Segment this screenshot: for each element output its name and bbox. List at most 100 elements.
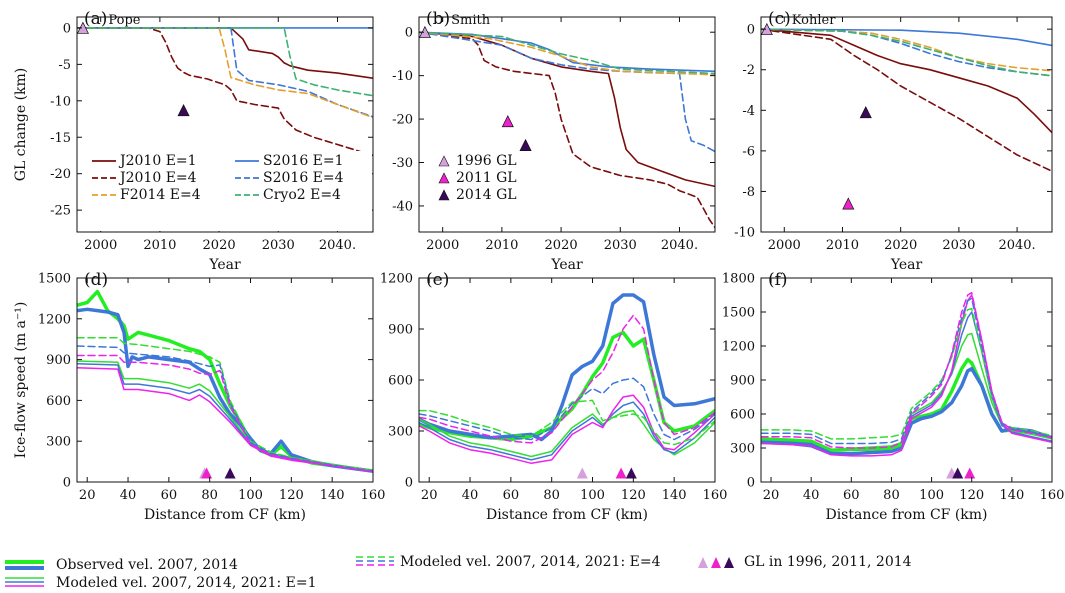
y-tick-label: -10 [50,94,71,109]
x-tick-label: 160 [703,488,728,503]
glacier-name: Pope [108,13,140,28]
gl-marker-f-2014 [952,467,964,479]
series-group [77,27,373,157]
y-tick-label: 300 [730,442,755,457]
series-line-e-7 [419,314,715,444]
series-line-e-3 [419,401,715,461]
y-tick-label: -30 [392,156,413,171]
x-axis-label: Distance from CF (km) [486,507,648,523]
x-tick-label: 160 [1040,488,1065,503]
y-tick-label: 1500 [38,272,71,287]
series-line-c-1 [761,28,1052,47]
legend-entry: S2016 E=1 [263,153,344,169]
y-tick-label: -8 [742,185,755,200]
x-axis-label: Year [550,257,583,273]
legend-modeled-e1-label: Modeled vel. 2007, 2014, 2021: E=1 [56,575,316,591]
y-tick-label: 0 [405,476,413,491]
x-tick-label: 120 [959,488,984,503]
gl-marker-c-2014 [859,106,872,119]
x-tick-label: 100 [580,488,605,503]
legend-entry: F2014 E=4 [120,187,201,203]
x-tick-label: 2030 [942,238,975,253]
y-tick-label: 1800 [722,272,755,287]
legend-modeled-e4: Modeled vel. 2007, 2014, 2021: E=4 [356,554,661,570]
gl-marker-e-1996 [576,467,588,479]
x-tick-label: 20 [79,488,96,503]
y-tick-label: 900 [388,323,413,338]
plot-frame-a [76,16,374,233]
legend-entry: 2014 GL [456,187,517,203]
series-line-c-5 [761,28,1052,77]
y-axis-label: Ice-flow speed (m a⁻¹) [13,302,29,459]
gl-marker-e-2011 [615,467,627,479]
y-tick-label: 900 [730,374,755,389]
legend-modeled-e1: Modeled vel. 2007, 2014, 2021: E=1 [5,575,316,591]
x-tick-label: 2000 [84,238,117,253]
panel-f: 20 40 60 80 100 120 140 160 0 300 600 900 1200 1500 18… [722,270,1065,523]
panel-letter: (a) [84,9,107,29]
series-line-a-2 [77,27,373,157]
x-tick-label: 2000 [768,238,801,253]
legend-entry: 2011 GL [456,170,517,186]
y-tick-label: 0 [63,476,71,491]
x-tick-label: 2030 [262,238,295,253]
y-tick-label: 0 [747,23,755,38]
y-tick-label: 1500 [722,306,755,321]
legend-gl-label: GL in 1996, 2011, 2014 [744,554,912,570]
panel-a: 2000 2010 2020 2030 2040. 0 -5 -10 -15 -20 -25 Year… [13,9,374,273]
y-tick-label: 1200 [722,340,755,355]
x-tick-label: 60 [503,488,520,503]
y-tick-label: -20 [50,167,71,182]
x-axis-label: Year [208,257,241,273]
series-line-c-0 [761,28,1052,134]
y-tick-label: 600 [730,408,755,423]
x-tick-label: 140 [662,488,687,503]
legend-entry: J2010 E=4 [118,170,197,186]
panel-label: (e) [426,270,449,290]
legend-gl: GL in 1996, 2011, 2014 [698,554,912,570]
x-tick-label: 60 [161,488,178,503]
x-tick-label: 2010 [826,238,859,253]
gl-marker-d-2011 [201,467,213,479]
x-tick-label: 20 [421,488,438,503]
y-tick-label: 1200 [38,312,71,327]
y-tick-label: 1200 [380,272,413,287]
panels: 2000 2010 2020 2030 2040.0-5-10-15-20-25Year… [13,9,1064,523]
x-tick-label: 140 [320,488,345,503]
y-tick-label: 0 [63,21,71,36]
series-line-e-1 [419,293,715,442]
y-tick-label: -2 [742,63,755,78]
legend-entry: S2016 E=4 [263,170,344,186]
panel-letter: (b) [426,9,450,29]
y-tick-label: -10 [392,69,413,84]
x-tick-label: 2010 [485,238,518,253]
series-group [419,31,715,229]
y-tick-label: -10 [734,226,755,241]
series-line-b-4 [419,31,715,76]
series-line-f-6 [761,297,1052,445]
x-axis-label: Distance from CF (km) [825,507,987,523]
x-tick-label: 2040. [661,238,698,253]
series-line-e-4 [419,394,715,465]
gl-marker-c-2011 [842,197,855,210]
x-tick-label: 120 [621,488,646,503]
series-line-a-5 [77,27,373,97]
series-group [419,293,715,465]
plot-frame-d [76,277,374,483]
gl-marker-b-2011 [501,114,514,128]
x-axis-label: Year [890,257,923,273]
plot-frame-b [418,16,716,233]
x-tick-label: 80 [201,488,218,503]
series-line-a-3 [77,27,373,118]
series-line-f-5 [761,307,1052,440]
y-tick-label: -5 [58,58,71,73]
panel-letter: (f) [768,270,788,290]
y-tick-label: -20 [392,113,413,128]
panel-letter: (c) [768,9,791,29]
gl-marker-f-2011 [964,467,976,479]
series-line-e-6 [419,377,715,441]
x-tick-label: 2000 [426,238,459,253]
plot-frame-f [760,277,1053,483]
